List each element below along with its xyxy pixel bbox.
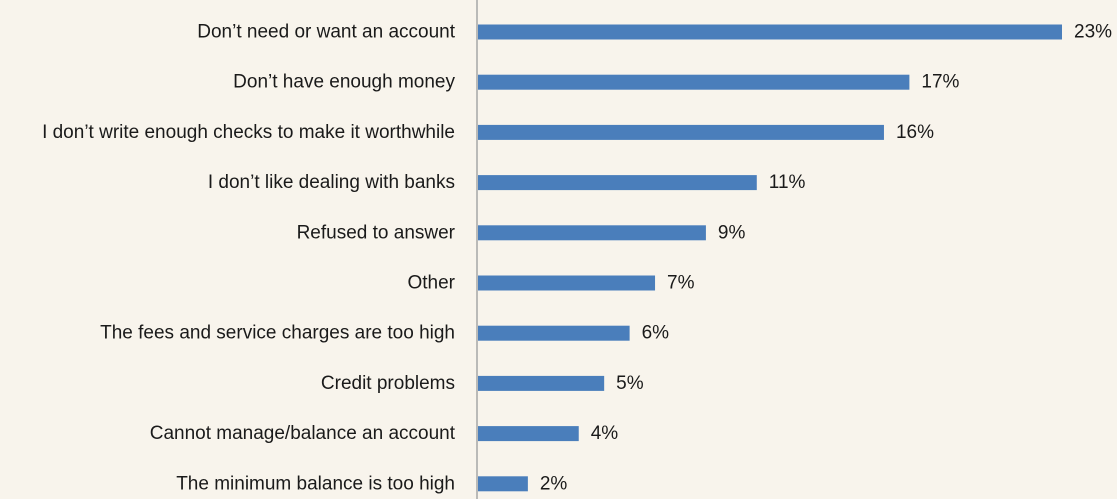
bar <box>478 325 630 341</box>
data-label: 2% <box>540 473 568 494</box>
category-label: Refused to answer <box>297 222 456 243</box>
data-label: 7% <box>667 273 695 294</box>
bar <box>478 375 605 391</box>
data-label: 11% <box>769 172 806 193</box>
bar <box>478 24 1062 40</box>
category-label: Other <box>407 273 455 294</box>
category-label: Cannot manage/balance an account <box>150 423 456 444</box>
category-label: The minimum balance is too high <box>176 473 455 494</box>
data-label: 6% <box>642 323 670 344</box>
category-label: I don’t write enough checks to make it w… <box>42 122 455 143</box>
data-label: 16% <box>896 122 934 143</box>
data-label: 23% <box>1074 22 1112 43</box>
category-label: The fees and service charges are too hig… <box>100 323 455 344</box>
bar <box>478 124 884 140</box>
bar <box>478 225 706 241</box>
category-label: I don’t like dealing with banks <box>208 172 455 193</box>
data-label: 5% <box>616 373 644 394</box>
category-label: Credit problems <box>321 373 455 394</box>
bar <box>478 476 528 492</box>
category-label: Don’t have enough money <box>233 72 455 93</box>
bars-layer: Don’t need or want an account 23% Don’t ha… <box>42 22 1112 495</box>
bar <box>478 426 579 442</box>
bar <box>478 74 910 90</box>
data-label: 17% <box>921 72 959 93</box>
data-label: 9% <box>718 222 746 243</box>
bar <box>478 175 757 191</box>
category-label: Don’t need or want an account <box>197 22 455 43</box>
bar <box>478 275 656 291</box>
data-label: 4% <box>591 423 619 444</box>
